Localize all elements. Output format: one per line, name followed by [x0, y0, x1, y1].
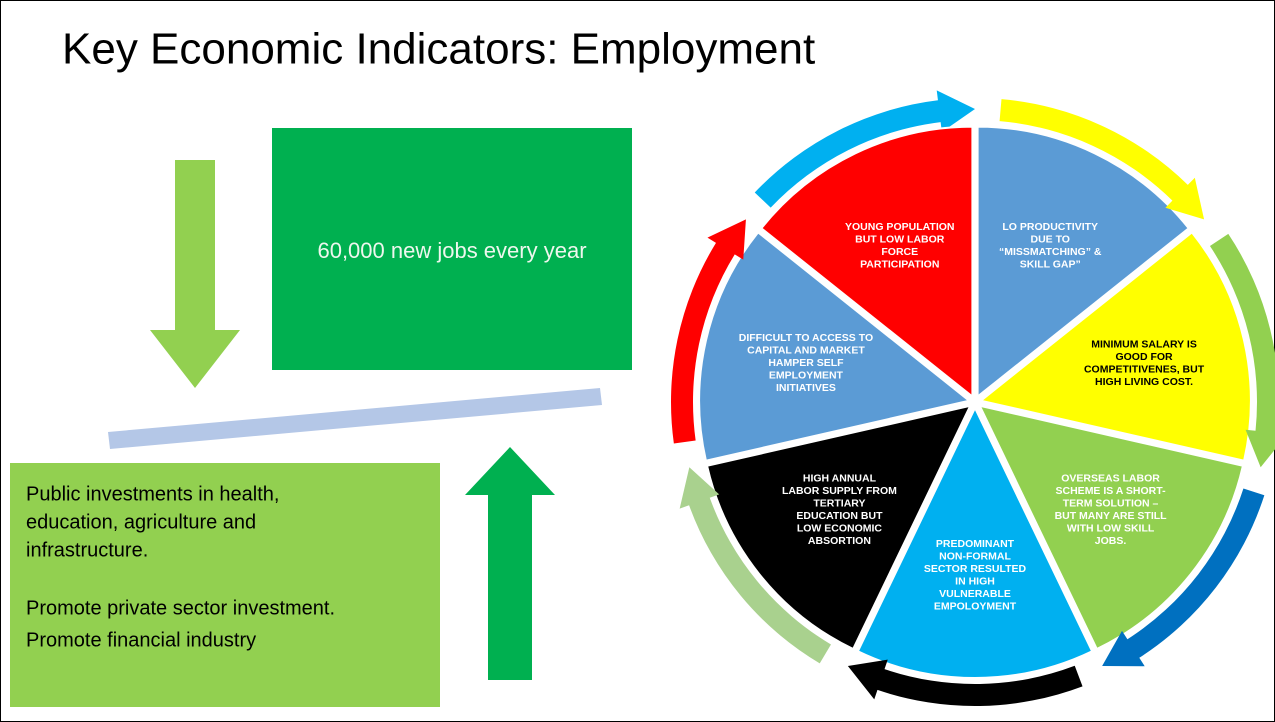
- cycle-segment: [976, 125, 1191, 399]
- cycle-segment-text: BUT MANY ARE STILL: [1055, 510, 1168, 522]
- cycle-segment-text: WITH LOW SKILL: [1067, 523, 1155, 535]
- cycle-segment-text: GOOD FOR: [1115, 351, 1173, 363]
- cycle-segment-text: LOW ECONOMIC: [797, 523, 883, 535]
- bottom-box-line: education, agriculture and: [26, 511, 256, 533]
- balance-bar: [108, 388, 602, 449]
- cycle-segment-text: SKILL GAP”: [1020, 258, 1081, 270]
- cycle-segment: [977, 404, 1245, 651]
- cycle-segment-text: HAMPER SELF: [768, 357, 844, 369]
- cycle-arrow: [999, 99, 1205, 220]
- cycle-segment: [856, 405, 1094, 680]
- cycle-segment-text: JOBS.: [1095, 535, 1127, 547]
- cycle-segment: [705, 404, 973, 651]
- cycle-segment-text: IN HIGH: [955, 575, 995, 587]
- cycle-segment-text: HIGH ANNUAL: [803, 473, 877, 485]
- cycle-segment-text: TERM SOLUTION –: [1063, 498, 1159, 510]
- cycle-arrow: [1209, 233, 1275, 468]
- cycle-arrow: [671, 219, 746, 444]
- bottom-box-line: Promote financial industry: [26, 629, 256, 651]
- cycle-segment-text: BUT LOW LABOR: [855, 233, 945, 245]
- cycle-segment-text: TERTIARY: [813, 498, 865, 510]
- cycle-segment: [978, 230, 1252, 462]
- cycle-segment-text: VULNERABLE: [939, 588, 1011, 600]
- cycle-segment-text: ABSORTION: [808, 535, 871, 547]
- cycle-arrow: [754, 90, 975, 208]
- cycle-segment-text: EDUCATION BUT: [796, 510, 883, 522]
- title: Key Economic Indicators: Employment: [62, 25, 815, 74]
- cycle-segment-text: FORCE: [881, 246, 918, 258]
- cycle-segment-text: NON-FORMAL: [939, 550, 1011, 562]
- cycle-segment-text: HIGH LIVING COST.: [1095, 376, 1193, 388]
- bottom-box: [10, 463, 440, 707]
- cycle-segment-text: SECTOR RESULTED: [924, 563, 1027, 575]
- cycle-segment: [759, 125, 974, 399]
- cycle-segment-text: INITIATIVES: [776, 382, 836, 394]
- cycle-segment-text: YOUNG POPULATION: [845, 221, 954, 233]
- cycle-segment-text: DUE TO: [1030, 233, 1069, 245]
- cycle-segment-text: EMPOLOYMENT: [934, 600, 1017, 612]
- cycle-segment-text: MINIMUM SALARY IS: [1091, 338, 1197, 350]
- up-arrow: [465, 447, 555, 680]
- cycle-segment-text: OVERSEAS LABOR: [1061, 473, 1160, 485]
- cycle-segment-text: “MISSMATCHING” &: [999, 246, 1102, 258]
- down-arrow: [150, 160, 240, 388]
- top-box-text: 60,000 new jobs every year: [317, 238, 586, 263]
- bottom-box-line: Public investments in health,: [26, 483, 279, 505]
- top-box: [272, 128, 632, 370]
- cycle-arrow: [679, 467, 831, 664]
- cycle-segment-text: SCHEME IS A SHORT-: [1056, 485, 1167, 497]
- cycle-segment-text: DIFFICULT TO ACCESS TO: [739, 332, 873, 344]
- cycle-segment-text: CAPITAL AND MARKET: [747, 345, 865, 357]
- cycle-segment-text: LO PRODUCTIVITY: [1002, 221, 1098, 233]
- cycle-segment-text: PARTICIPATION: [860, 258, 939, 270]
- cycle-segment: [698, 230, 972, 462]
- cycle-segment-text: EMPLOYMENT: [769, 370, 844, 382]
- cycle-arrow: [1102, 488, 1265, 667]
- cycle-segment-text: PREDOMINANT: [936, 538, 1015, 550]
- cycle-arrow: [847, 659, 1083, 706]
- bottom-box-text: Public investments in health, education, …: [26, 483, 335, 651]
- bottom-box-line: infrastructure.: [26, 539, 148, 561]
- cycle-segment-text: COMPETITIVENES, BUT: [1084, 363, 1205, 375]
- bottom-box-line: Promote private sector investment.: [26, 597, 335, 619]
- cycle-segment-text: LABOR SUPPLY FROM: [782, 485, 897, 497]
